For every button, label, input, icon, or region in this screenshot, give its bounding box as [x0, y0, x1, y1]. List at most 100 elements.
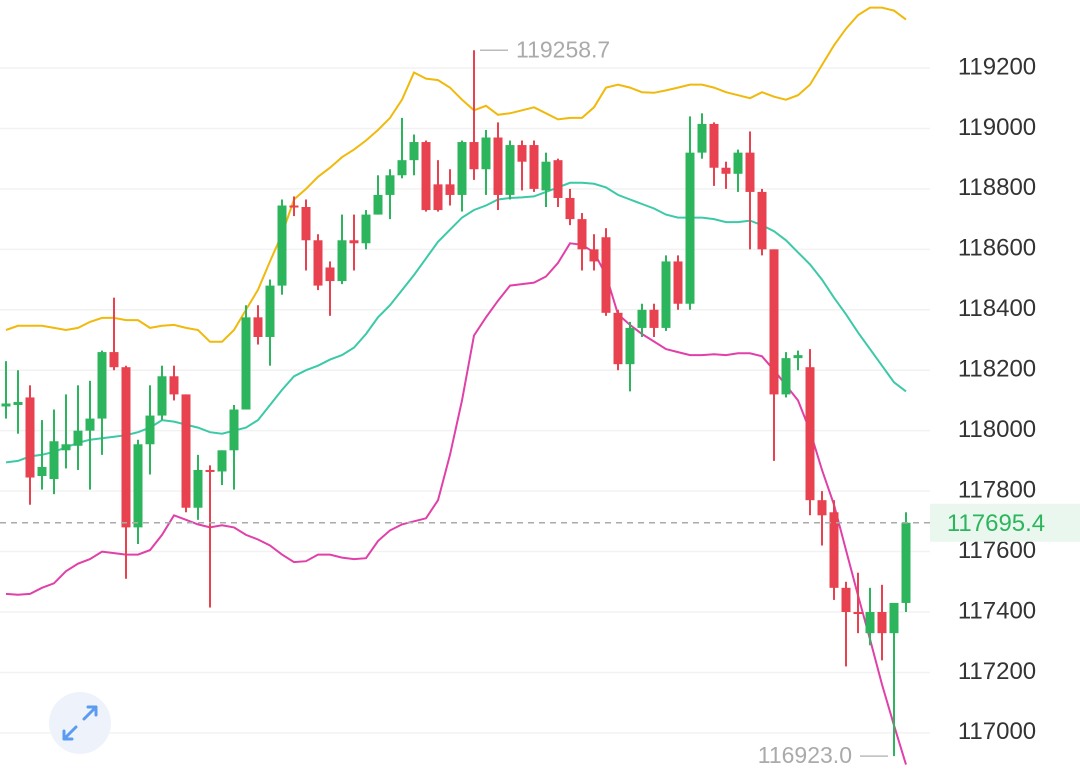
candle-body [673, 261, 683, 304]
expand-icon[interactable] [62, 705, 98, 741]
y-tick-label: 117400 [958, 597, 1036, 624]
y-tick-label: 117800 [958, 476, 1036, 503]
candle-body [745, 152, 755, 192]
candle-body [157, 376, 167, 416]
annotations: 117695.4 119258.7 116923.0 [0, 36, 1080, 768]
candle-body [229, 409, 239, 451]
candle-body [145, 415, 155, 445]
y-tick-label: 117000 [958, 718, 1036, 745]
candle-body [109, 352, 119, 368]
bands [5, 6, 907, 765]
candle-body [421, 142, 431, 211]
high-label: 119258.7 [516, 36, 610, 62]
expand-button[interactable] [49, 692, 111, 754]
expand-bg[interactable] [49, 692, 111, 754]
candle-body [409, 142, 419, 161]
candle-body [349, 240, 359, 244]
candle-body [565, 197, 575, 220]
candle-body [445, 184, 455, 195]
candle-body [301, 207, 311, 241]
candle-body [97, 352, 107, 419]
candle-body [313, 240, 323, 286]
candle-body [577, 219, 587, 250]
candle-body [13, 401, 23, 405]
candle-body [325, 267, 335, 282]
candle-body [769, 249, 779, 395]
candle-body [601, 237, 611, 313]
candle-body [829, 512, 839, 588]
candle-body [217, 450, 227, 472]
candle-body [817, 500, 827, 516]
candle-body [37, 466, 47, 477]
candle-body [733, 152, 743, 174]
grid: 1170001172001174001176001178001180001182… [0, 53, 1036, 745]
candle-body [205, 469, 215, 472]
candle-body [697, 123, 707, 153]
candle-body [265, 285, 275, 337]
candle-body [169, 376, 179, 395]
candle-body [397, 160, 407, 176]
candle-body [721, 167, 731, 174]
candle-body [781, 358, 791, 395]
candles [1, 50, 911, 757]
candle-body [289, 205, 299, 208]
candle-body [481, 137, 491, 170]
y-tick-label: 118600 [958, 235, 1036, 262]
candle-body [493, 137, 503, 195]
candle-body [193, 469, 203, 508]
candle-body [385, 175, 395, 195]
candle-body [757, 191, 767, 250]
candle-body [505, 145, 515, 195]
y-tick-label: 119200 [958, 53, 1036, 80]
candle-body [889, 602, 899, 634]
y-tick-label: 118000 [958, 416, 1036, 443]
y-tick-label: 119000 [958, 114, 1036, 141]
candle-body [337, 240, 347, 282]
band-line [5, 242, 907, 765]
candle-body [253, 317, 263, 337]
candle-body [841, 587, 851, 613]
candle-body [61, 444, 71, 451]
candle-body [433, 184, 443, 211]
candle-body [277, 205, 287, 286]
candle-body [649, 309, 659, 328]
candle-body [613, 312, 623, 365]
candle-body [625, 327, 635, 365]
candle-body [805, 367, 815, 501]
candle-body [361, 214, 371, 244]
candle-body [121, 367, 131, 528]
candle-body [709, 123, 719, 168]
candle-body [685, 152, 695, 304]
candle-body [637, 309, 647, 328]
candle-body [469, 142, 479, 170]
candle-body [589, 249, 599, 262]
y-tick-label: 118200 [958, 356, 1036, 383]
candle-body [49, 441, 59, 480]
candle-body [1, 403, 11, 407]
candle-body [25, 397, 35, 478]
candle-body [457, 142, 467, 195]
last-price-label: 117695.4 [947, 510, 1045, 537]
y-tick-label: 118800 [958, 174, 1036, 201]
candle-body [553, 160, 563, 198]
last-price-bg [930, 503, 1080, 542]
candle-body [529, 145, 539, 189]
candle-body [865, 612, 875, 634]
candle-body [85, 418, 95, 431]
band-line [5, 6, 907, 343]
candle-body [541, 161, 551, 191]
candle-body [853, 612, 863, 615]
candle-body [517, 145, 527, 162]
candle-body [793, 355, 803, 359]
y-tick-label: 117200 [958, 658, 1036, 685]
candle-body [241, 317, 251, 410]
candle-body [877, 612, 887, 634]
y-tick-label: 118400 [958, 295, 1036, 322]
band-line [5, 181, 907, 464]
low-label: 116923.0 [758, 742, 852, 768]
candle-body [901, 522, 911, 603]
candle-body [181, 394, 191, 508]
candle-body [73, 430, 83, 446]
